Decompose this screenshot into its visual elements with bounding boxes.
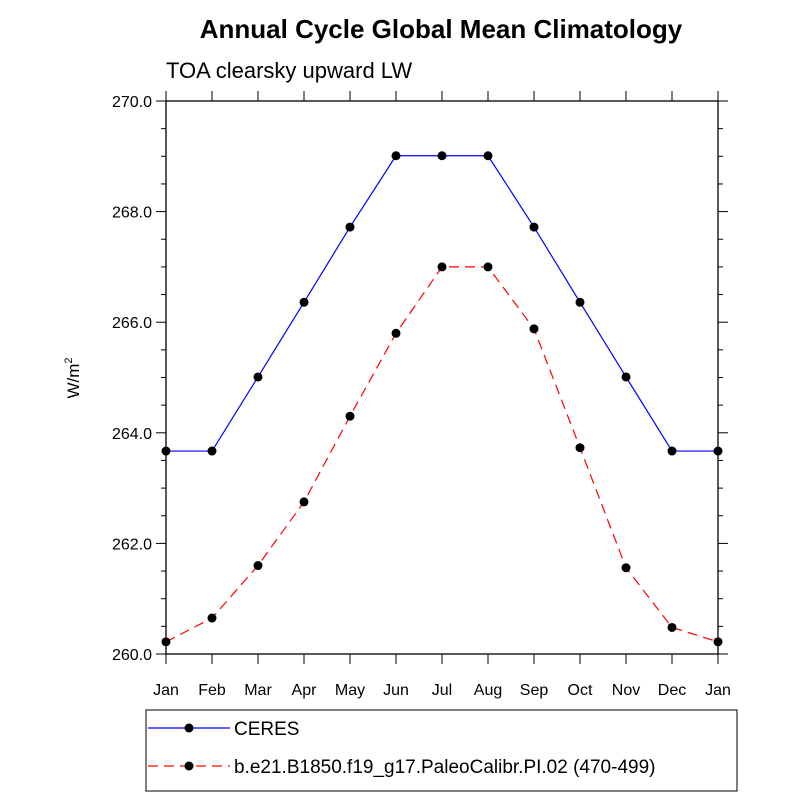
series-2-point: [621, 563, 631, 573]
series-2-point: [437, 262, 447, 272]
series-2-point: [253, 561, 263, 571]
y-tick-label: 262.0: [112, 536, 152, 553]
series-2-point: [161, 637, 171, 647]
x-tick-label: Oct: [568, 682, 593, 699]
series-1-point: [483, 151, 493, 161]
legend-marker-1: [184, 723, 194, 733]
series-1-point: [713, 446, 723, 456]
series-2-point: [391, 328, 401, 338]
series-2-point: [207, 613, 217, 623]
plot-axes: 260.0 262.0 264.0 266.0 268.0 270.0 Jan Feb Mar A…: [112, 91, 731, 699]
x-tick-label: Jul: [432, 682, 452, 699]
chart-subtitle: TOA clearsky upward LW: [166, 58, 412, 83]
series-1-point: [667, 446, 677, 456]
x-tick-label: Sep: [520, 682, 549, 699]
x-tick-label: Dec: [658, 682, 686, 699]
x-tick-label: Aug: [474, 682, 502, 699]
legend: CERES b.e21.B1850.f19_g17.PaleoCalibr.PI.…: [145, 709, 738, 792]
x-tick-label: Jan: [153, 682, 179, 699]
series-2-point: [483, 262, 493, 272]
series-2-point: [345, 411, 355, 421]
x-tick-label: Jan: [705, 682, 731, 699]
series-layer: [161, 151, 723, 647]
series-line-1: [166, 155, 718, 452]
y-tick-label: 268.0: [112, 205, 152, 222]
series-1-point: [529, 222, 539, 232]
series-line-2: [165, 266, 719, 643]
series-1-point: [253, 372, 263, 382]
series-1-point: [207, 446, 217, 456]
legend-box: [145, 709, 738, 792]
series-1-point: [391, 151, 401, 161]
series-2-point: [713, 637, 723, 647]
y-tick-label: 260.0: [112, 647, 152, 664]
series-1-point: [299, 297, 309, 307]
series-1-point: [345, 222, 355, 232]
legend-label-2: b.e21.B1850.f19_g17.PaleoCalibr.PI.02 (4…: [234, 757, 655, 778]
series-2-point: [529, 324, 539, 334]
x-tick-label: Feb: [198, 682, 226, 699]
x-tick-label: Apr: [292, 682, 318, 699]
series-1-point: [437, 151, 447, 161]
chart-title: Annual Cycle Global Mean Climatology: [200, 14, 683, 44]
x-tick-label: Jun: [383, 682, 409, 699]
series-1-point: [621, 372, 631, 382]
y-tick-label: 266.0: [112, 315, 152, 332]
plot-frame: [165, 100, 719, 655]
series-2-point: [575, 443, 585, 453]
x-tick-label: May: [335, 682, 365, 699]
y-tick-label: 270.0: [112, 94, 152, 111]
x-tick-label: Nov: [612, 682, 640, 699]
y-tick-label: 264.0: [112, 426, 152, 443]
series-2-point: [299, 497, 309, 507]
series-1-point: [575, 297, 585, 307]
legend-label-1: CERES: [234, 719, 299, 740]
y-axis-label: W/m2: [63, 357, 83, 398]
x-tick-label: Mar: [244, 682, 272, 699]
series-1-point: [161, 446, 171, 456]
legend-marker-2: [184, 761, 194, 771]
series-2-point: [667, 622, 677, 632]
